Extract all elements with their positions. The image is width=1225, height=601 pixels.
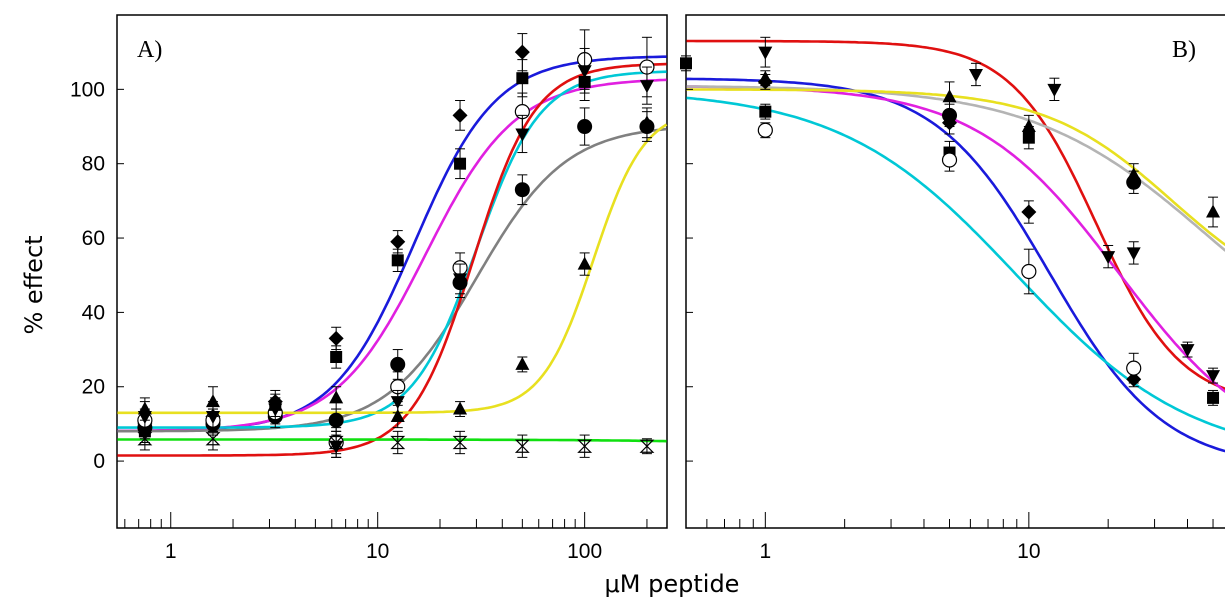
panel-b-x-tick-label: 1 — [759, 540, 771, 563]
panel-b-point-circle-open-4 — [1126, 360, 1142, 376]
panel-b-label: B) — [1172, 37, 1196, 63]
panel-a-label: A) — [137, 37, 162, 63]
panel-a-x-tick-label: 100 — [567, 540, 602, 563]
panel-b-point-triangle-down-1 — [758, 46, 773, 60]
panel-a-point-triangle-4 — [329, 390, 344, 404]
panel-a-y-tick-label: 60 — [82, 227, 105, 250]
panel-b-point-triangle-down-6 — [1180, 344, 1195, 358]
panel-a-point-diamond-5 — [390, 234, 406, 250]
panel-a-y-tick-label: 80 — [82, 153, 105, 176]
panel-b-fit-curve-1 — [686, 39, 1225, 391]
panel-b-point-square-2 — [759, 105, 772, 118]
panel-a-point-square-5 — [391, 254, 404, 267]
panel-a-point-hourglass-2 — [205, 432, 221, 446]
panel-a-point-hourglass-4 — [390, 435, 406, 450]
panel-b-point-circle-open-2 — [941, 152, 958, 168]
panel-b-point-circle-1 — [942, 107, 958, 123]
panel-a-y-tick-label: 40 — [82, 301, 105, 324]
panel-a-point-diamond-4 — [328, 330, 344, 346]
panel-a-point-triangle-down-1 — [137, 410, 152, 424]
panel-b-fit-curve-2 — [686, 77, 1225, 453]
panel-a-point-triangle-down-2 — [205, 410, 220, 424]
panel-a-point-hourglass-5 — [452, 435, 468, 450]
panel-a-point-triangle-down-7 — [515, 128, 530, 142]
panel-b-fit-curve-6 — [686, 88, 1225, 247]
panel-a-y-tick-label: 0 — [93, 450, 105, 473]
panel-b-point-triangle-down-3 — [1047, 83, 1062, 97]
panel-a-point-hourglass-6 — [514, 439, 530, 453]
panel-a-point-triangle-down-6 — [453, 273, 468, 287]
panel-b-point-triangle-down-7 — [1206, 370, 1221, 384]
panel-b-point-triangle-3 — [1021, 119, 1036, 133]
panel-a-point-triangle-down-9 — [639, 80, 654, 94]
panel-b-point-square-1 — [680, 57, 692, 70]
panel-a-point-square-7 — [516, 72, 529, 85]
panel-b-point-square-5 — [1207, 391, 1220, 404]
panel-a-fit-curve-7 — [117, 438, 667, 443]
panel-a-point-triangle-2 — [205, 394, 220, 408]
panel-a-point-diamond-6 — [452, 107, 468, 123]
panel-b-point-triangle-down-2 — [968, 68, 983, 82]
panel-b-x-tick-label: 10 — [1017, 540, 1040, 563]
panel-b-point-triangle-2 — [942, 89, 957, 103]
panel-a-point-circle-7 — [514, 182, 530, 198]
panel-a-point-triangle-6 — [453, 401, 468, 415]
panel-a-point-hourglass-7 — [577, 439, 593, 453]
panel-a-fit-curve-5 — [117, 62, 667, 457]
panel-b-point-triangle-1 — [758, 70, 773, 84]
panel-b-point-circle-open-3 — [1021, 263, 1037, 280]
y-axis-title: % effect — [20, 235, 48, 334]
panel-a-point-circle-4 — [328, 412, 344, 428]
panel-a-point-square-4 — [330, 351, 343, 363]
panel-a-x-tick-label: 10 — [366, 540, 389, 563]
x-axis-title: μM peptide — [605, 570, 740, 598]
panel-a-point-hourglass-1 — [137, 432, 153, 446]
panel-a-y-tick-label: 20 — [82, 376, 105, 399]
panel-a-point-triangle-8 — [577, 256, 592, 270]
panel-a-point-triangle-9 — [639, 115, 654, 129]
panel-a-point-square-6 — [454, 157, 467, 170]
panel-a-point-triangle-down-3 — [268, 403, 283, 417]
panel-b-point-circle-open-1 — [757, 122, 773, 138]
panel-a-point-hourglass-3 — [328, 435, 344, 450]
panel-b-point-triangle-down-5 — [1126, 247, 1141, 261]
panel-a-point-circle-8 — [577, 119, 593, 135]
panel-a-point-triangle-7 — [515, 356, 530, 370]
panel-a-x-tick-label: 1 — [165, 540, 177, 563]
panel-a-point-triangle-5 — [390, 408, 405, 422]
panel-a-y-tick-label: 100 — [70, 78, 105, 101]
panel-b-frame — [685, 14, 1225, 529]
panel-b-point-triangle-5 — [1206, 204, 1221, 218]
panel-a-point-hourglass-8 — [639, 439, 655, 453]
panel-a-point-triangle-down-5 — [390, 396, 405, 410]
panel-a-point-circle-5 — [390, 356, 406, 372]
panel-a-point-triangle-down-8 — [577, 65, 592, 79]
panel-a-point-diamond-7 — [514, 44, 530, 60]
panel-a-chart: 1 10 100 0 20 40 60 80 100 A) — [70, 14, 668, 563]
panel-b-chart: 1 10 B) — [680, 14, 1225, 563]
panel-b-point-circle-2 — [1126, 174, 1142, 190]
panel-b-point-diamond-3 — [1021, 204, 1037, 220]
panel-b-point-triangle-down-4 — [1101, 251, 1116, 265]
